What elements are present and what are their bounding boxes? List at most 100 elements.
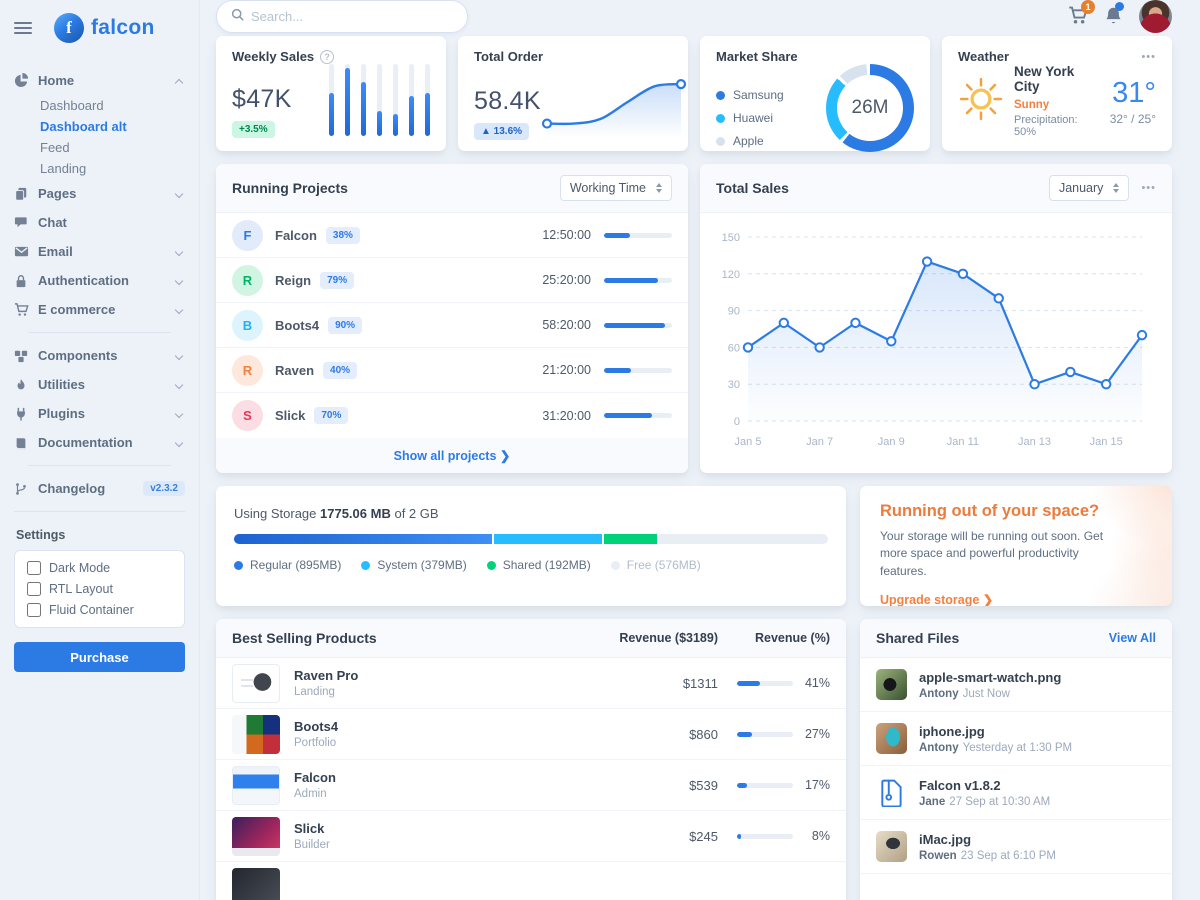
- card-title: Total Order: [474, 49, 544, 64]
- revenue-progress-bar: [737, 680, 793, 686]
- divider: [14, 511, 185, 512]
- sidebar-item-authentication[interactable]: Authentication: [14, 266, 185, 295]
- pages-icon: [14, 187, 38, 201]
- sidebar-item-dashboard-alt[interactable]: Dashboard alt: [40, 119, 127, 134]
- cart-button[interactable]: 1: [1068, 0, 1095, 28]
- sort-arrows-icon: [656, 183, 662, 193]
- product-thumbnail: [232, 663, 280, 703]
- project-time: 21:20:00: [542, 363, 591, 377]
- sidebar-item-chat[interactable]: Chat: [14, 208, 185, 237]
- file-time: Just Now: [962, 687, 1010, 700]
- upgrade-space-card: Running out of your space? Your storage …: [860, 486, 1172, 606]
- working-time-select[interactable]: Working Time: [559, 175, 672, 201]
- file-time: 27 Sep at 10:30 AM: [949, 795, 1051, 808]
- brand-logo[interactable]: f falcon: [54, 13, 155, 43]
- sidebar-item-ecommerce[interactable]: E commerce: [14, 295, 185, 324]
- project-name: Falcon: [275, 227, 317, 243]
- search-box[interactable]: [216, 0, 468, 33]
- chevron-down-icon: [174, 409, 184, 418]
- weather-high-low: 32° / 25°: [1109, 111, 1156, 126]
- dashboard-content: Weekly Sales ? $47K +3.5% Total Order: [200, 33, 1200, 900]
- legend-dot: [486, 560, 496, 570]
- svg-text:90: 90: [728, 306, 740, 318]
- cart-icon: [14, 302, 38, 317]
- settings-panel: Dark Mode RTL Layout Fluid Container: [14, 550, 185, 628]
- fluid-container-toggle[interactable]: Fluid Container: [27, 603, 172, 617]
- rtl-layout-toggle[interactable]: RTL Layout: [27, 582, 172, 596]
- revenue-percent: 27%: [804, 727, 830, 741]
- project-avatar: R: [232, 264, 263, 296]
- project-row: R Reign 79% 25:20:00: [216, 258, 688, 303]
- revenue-progress-bar: [737, 731, 793, 737]
- sidebar-item-utilities[interactable]: Utilities: [14, 370, 185, 399]
- fluid-container-checkbox[interactable]: [27, 603, 41, 617]
- file-author: Antony: [919, 741, 959, 754]
- project-progress-bar: [604, 367, 672, 373]
- help-icon[interactable]: ?: [320, 49, 335, 64]
- weekly-sales-card: Weekly Sales ? $47K +3.5%: [216, 36, 446, 151]
- show-all-projects-link[interactable]: Show all projects ❯: [393, 449, 511, 463]
- components-icon: [14, 349, 38, 363]
- weekly-sales-trend-badge: +3.5%: [232, 121, 275, 138]
- search-input[interactable]: [251, 9, 453, 24]
- list-item: Falcon v1.8.2 Jane 27 Sep at 10:30 AM: [860, 766, 1172, 820]
- revenue-percent: 41%: [804, 676, 830, 690]
- weather-condition: Sunny: [1014, 99, 1050, 111]
- list-item: iphone.jpg Antony Yesterday at 1:30 PM: [860, 712, 1172, 766]
- user-avatar[interactable]: [1139, 0, 1172, 33]
- legend-dot: [361, 560, 371, 570]
- weekly-sales-value: $47K: [232, 85, 292, 113]
- chevron-down-icon: [174, 189, 184, 198]
- table-row: Falcon Admin $539 17%: [216, 760, 846, 811]
- sidebar-item-feed[interactable]: Feed: [40, 140, 70, 155]
- file-author: Rowen: [919, 849, 957, 862]
- project-avatar: F: [232, 219, 263, 251]
- fire-icon: [14, 378, 38, 392]
- pie-chart-icon: [14, 73, 38, 88]
- dark-mode-toggle[interactable]: Dark Mode: [27, 561, 172, 575]
- card-menu-button[interactable]: •••: [1141, 50, 1156, 63]
- sidebar: f falcon Home Dashboard Dashboard alt Fe…: [0, 0, 200, 900]
- rtl-layout-checkbox[interactable]: [27, 582, 41, 596]
- product-category: Portfolio: [294, 737, 337, 749]
- revenue-column-header: Revenue ($3189): [619, 631, 718, 645]
- chat-icon: [14, 215, 38, 230]
- project-row: S Slick 70% 31:20:00: [216, 393, 688, 438]
- project-percent-badge: 70%: [314, 407, 349, 424]
- dark-mode-checkbox[interactable]: [27, 561, 41, 575]
- product-thumbnail: [232, 765, 280, 805]
- file-time: Yesterday at 1:30 PM: [962, 741, 1073, 754]
- card-title: Shared Files: [876, 630, 960, 646]
- sidebar-item-documentation[interactable]: Documentation: [14, 428, 185, 457]
- legend-dot: [610, 560, 620, 570]
- divider: [28, 332, 171, 333]
- sidebar-item-changelog[interactable]: Changelog v2.3.2: [14, 474, 185, 503]
- weather-temperature: 31°: [1112, 76, 1156, 109]
- legend-item: Apple: [716, 134, 784, 148]
- product-price: $1311: [682, 675, 718, 691]
- sidebar-item-email[interactable]: Email: [14, 237, 185, 266]
- sidebar-item-landing[interactable]: Landing: [40, 161, 87, 176]
- chevron-down-icon: [174, 276, 184, 285]
- sidebar-item-pages[interactable]: Pages: [14, 179, 185, 208]
- month-select[interactable]: January: [1048, 175, 1130, 201]
- total-sales-line-chart: 0 30 60 90 120 150 Jan 5 Jan 7 Jan 9 Jan 11 Jan 13…: [700, 213, 1172, 472]
- svg-text:0: 0: [734, 416, 740, 428]
- view-all-link[interactable]: View All: [1108, 631, 1156, 645]
- version-badge: v2.3.2: [143, 481, 185, 496]
- sidebar-item-plugins[interactable]: Plugins: [14, 399, 185, 428]
- storage-stacked-bar: [234, 534, 828, 544]
- card-menu-button[interactable]: •••: [1141, 182, 1156, 194]
- purchase-button[interactable]: Purchase: [14, 642, 185, 672]
- notifications-button[interactable]: [1104, 1, 1124, 28]
- notification-dot: [1115, 1, 1124, 11]
- donut-center-label: 26M: [837, 75, 903, 141]
- upgrade-storage-link[interactable]: Upgrade storage ❯: [880, 593, 994, 606]
- hamburger-menu-button[interactable]: [14, 22, 36, 34]
- sidebar-item-dashboard[interactable]: Dashboard: [40, 98, 104, 113]
- svg-text:Jan 7: Jan 7: [806, 436, 833, 448]
- sidebar-item-components[interactable]: Components: [14, 341, 185, 370]
- storage-card: Using Storage 1775.06 MB of 2 GB Regular…: [216, 486, 846, 606]
- sidebar-item-home[interactable]: Home: [14, 66, 185, 95]
- revenue-progress-bar: [737, 782, 793, 788]
